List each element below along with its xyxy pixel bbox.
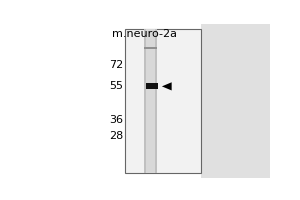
Text: 28: 28 <box>109 131 124 141</box>
Text: 36: 36 <box>110 115 124 125</box>
Text: m.neuro-2a: m.neuro-2a <box>112 29 177 39</box>
Bar <box>201 24 270 178</box>
Bar <box>125 29 201 173</box>
Bar <box>146 83 158 89</box>
Bar <box>145 29 157 173</box>
Polygon shape <box>162 82 172 90</box>
Bar <box>38 24 125 178</box>
Text: 55: 55 <box>110 81 124 91</box>
Bar <box>146 29 155 173</box>
Bar <box>145 47 157 49</box>
Text: 72: 72 <box>109 60 124 70</box>
